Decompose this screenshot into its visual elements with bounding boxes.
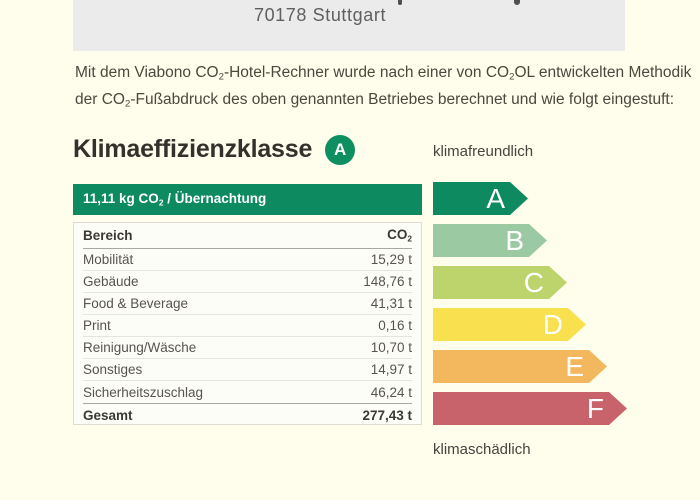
table-header-row: Bereich CO2 bbox=[83, 223, 412, 249]
row-label: Sicherheitszuschlag bbox=[83, 384, 204, 400]
scale-arrow-b: B bbox=[433, 224, 547, 257]
scale-arrow-e: E bbox=[433, 350, 607, 383]
column-header-co2: CO2 bbox=[387, 227, 412, 244]
table-row: Mobilität 15,29 t bbox=[83, 249, 412, 271]
table-row: Food & Beverage 41,31 t bbox=[83, 293, 412, 315]
table-row: Sonstiges 14,97 t bbox=[83, 359, 412, 381]
intro-paragraph: Mit dem Viabono CO2-Hotel-Rechner wurde … bbox=[75, 62, 691, 115]
cropped-text-remnant bbox=[398, 0, 402, 5]
efficiency-class-badge: A bbox=[325, 135, 356, 165]
row-value: 14,97 t bbox=[370, 362, 412, 377]
scale-arrow-a: A bbox=[433, 182, 528, 215]
table-row: Reinigung/Wäsche 10,70 t bbox=[83, 337, 412, 359]
scale-label-climate-friendly: klimafreundlich bbox=[433, 143, 534, 160]
address-box: 70178 Stuttgart bbox=[73, 0, 625, 51]
intro-line-1: Mit dem Viabono CO2-Hotel-Rechner wurde … bbox=[75, 64, 692, 83]
intro-line-2: der CO2-Fußabdruck des oben genannten Be… bbox=[75, 90, 675, 110]
column-header-bereich: Bereich bbox=[83, 228, 133, 243]
scale-label-climate-harmful: klimaschädlich bbox=[433, 441, 531, 458]
scale-arrow-c: C bbox=[433, 266, 567, 299]
table-total-row: Gesamt 277,43 t bbox=[83, 403, 412, 426]
row-label: Sonstiges bbox=[83, 362, 143, 377]
scale-arrow-f: F bbox=[433, 392, 627, 425]
co2-per-night-value: 11,11 kg CO2 / Übernachtung bbox=[83, 191, 267, 208]
row-value: 41,31 t bbox=[370, 296, 412, 311]
efficiency-scale: A B C D E F bbox=[433, 182, 633, 425]
row-label: Mobilität bbox=[83, 252, 134, 267]
row-label: Print bbox=[83, 318, 111, 333]
co2-per-night-banner: 11,11 kg CO2 / Übernachtung bbox=[73, 184, 422, 215]
co2-breakdown-table: Bereich CO2 Mobilität 15,29 t Gebäude 14… bbox=[73, 222, 422, 425]
table-row: Gebäude 148,76 t bbox=[83, 271, 412, 293]
row-label: Gebäude bbox=[83, 274, 139, 289]
row-value: 15,29 t bbox=[370, 252, 412, 267]
row-label: Reinigung/Wäsche bbox=[83, 340, 197, 355]
cropped-text-remnant bbox=[514, 0, 520, 5]
row-value: 46,24 t bbox=[370, 384, 412, 400]
address-city-line: 70178 Stuttgart bbox=[253, 5, 387, 25]
total-label: Gesamt bbox=[83, 407, 133, 423]
page-title: Klimaeffizienzklasse bbox=[73, 134, 313, 163]
row-value: 0,16 t bbox=[378, 318, 412, 333]
row-value: 148,76 t bbox=[363, 274, 412, 289]
table-row: Sicherheitszuschlag 46,24 t bbox=[83, 381, 412, 403]
total-value: 277,43 t bbox=[362, 407, 412, 423]
row-label: Food & Beverage bbox=[83, 296, 189, 311]
table-row: Print 0,16 t bbox=[83, 315, 412, 337]
scale-arrow-d: D bbox=[433, 308, 586, 341]
row-value: 10,70 t bbox=[370, 340, 412, 355]
rating-heading-row: Klimaeffizienzklasse A bbox=[73, 133, 356, 165]
